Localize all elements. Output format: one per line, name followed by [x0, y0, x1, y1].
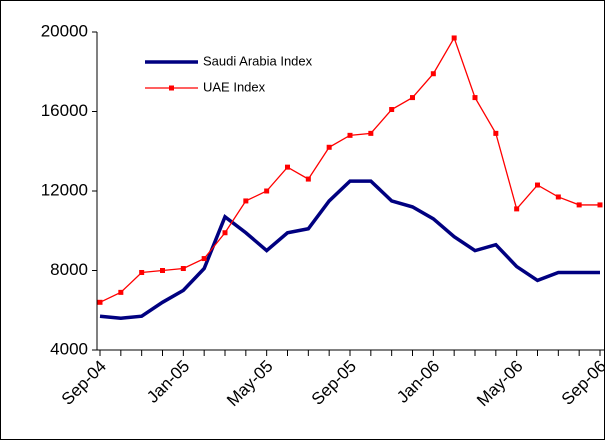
y-tick-label: 16000	[41, 101, 88, 120]
legend-label: Saudi Arabia Index	[203, 53, 313, 68]
point-marker	[410, 95, 415, 101]
point-marker	[305, 176, 311, 182]
point-marker	[389, 107, 395, 113]
point-marker	[472, 95, 478, 101]
series-line	[99, 179, 600, 320]
point-marker	[222, 230, 228, 236]
point-marker	[597, 202, 603, 208]
legend-marker	[169, 85, 174, 91]
point-marker	[139, 269, 145, 275]
point-marker	[243, 198, 249, 204]
y-tick-label: 4000	[50, 339, 88, 358]
y-tick-label: 12000	[41, 180, 88, 199]
legend-label: UAE Index	[203, 79, 266, 94]
point-marker	[118, 289, 124, 295]
point-marker	[514, 206, 520, 212]
point-marker	[555, 194, 561, 200]
point-marker	[285, 164, 290, 170]
y-tick-label: 20000	[41, 21, 88, 40]
point-marker	[535, 182, 540, 188]
point-marker	[368, 130, 374, 136]
y-tick-label: 8000	[50, 260, 88, 279]
point-marker	[180, 266, 186, 272]
point-marker	[451, 35, 457, 41]
point-marker	[576, 202, 582, 208]
point-marker	[326, 144, 332, 150]
point-marker	[430, 71, 436, 77]
point-marker	[347, 132, 353, 138]
point-marker	[160, 268, 165, 273]
point-marker	[201, 256, 207, 262]
point-marker	[493, 130, 499, 136]
point-marker	[97, 299, 103, 305]
point-marker	[264, 188, 270, 194]
